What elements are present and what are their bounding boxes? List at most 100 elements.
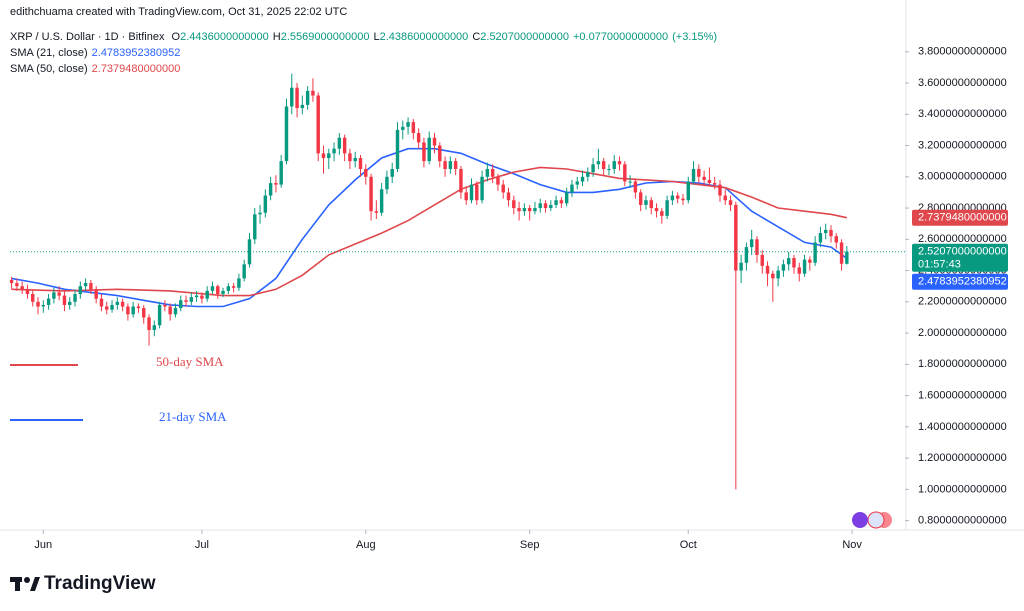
x-tick-label: Jun xyxy=(34,539,52,551)
candle-body xyxy=(258,212,262,215)
sma-row: SMA (21, close) 2.4783952380952 xyxy=(10,47,184,59)
candle-body xyxy=(771,273,775,279)
candle-body xyxy=(586,172,590,177)
candle-body xyxy=(765,265,770,274)
logo-icon xyxy=(10,577,40,591)
candle-body xyxy=(52,292,56,299)
candles xyxy=(9,73,849,490)
candle-body xyxy=(845,251,849,264)
symbol: XRP / U.S. Dollar · 1D · Bitfinex xyxy=(10,31,165,43)
candle-body xyxy=(147,317,151,330)
candle-body xyxy=(316,95,320,154)
candle-body xyxy=(126,306,130,315)
candle-body xyxy=(311,90,315,96)
candle-body xyxy=(221,290,225,295)
candle-body xyxy=(189,297,194,302)
candle-body xyxy=(459,168,463,193)
candle-body xyxy=(268,183,273,196)
y-tick-label: 2.0000000000000 xyxy=(918,327,1007,339)
candle-body xyxy=(369,176,373,212)
candle-body xyxy=(226,286,231,291)
candle-body xyxy=(406,122,410,127)
candle-body xyxy=(120,301,125,307)
sma-row: SMA (50, close) 2.7379480000000 xyxy=(10,63,184,75)
sma-name: SMA (21, close) xyxy=(10,47,88,59)
candle-body xyxy=(231,286,236,288)
candle-body xyxy=(712,183,717,185)
y-tick-label: 3.4000000000000 xyxy=(918,108,1007,120)
sma-tag-label: 2.7379480000000 xyxy=(918,212,1007,224)
candle-body xyxy=(564,192,569,204)
candle-body xyxy=(110,304,114,310)
candle-body xyxy=(675,195,680,199)
candle-body xyxy=(638,192,643,205)
candle-body xyxy=(337,137,342,149)
candle-body xyxy=(839,242,844,264)
candle-body xyxy=(184,300,188,302)
candle-body xyxy=(570,184,574,193)
candle-body xyxy=(247,239,252,265)
candle-body xyxy=(20,286,24,290)
ohlc-legend: XRP / U.S. Dollar · 1D · Bitfinex O2.443… xyxy=(10,31,721,43)
candle-body xyxy=(332,148,336,154)
candle-body xyxy=(734,204,738,271)
candle-body xyxy=(723,195,727,201)
ohlc-value: 2.4386000000000 xyxy=(379,31,469,43)
y-tick-label: 1.8000000000000 xyxy=(918,358,1007,370)
candle-body xyxy=(348,153,352,162)
candle-body xyxy=(480,176,484,201)
sma-legend: SMA (21, close) 2.4783952380952 SMA (50, c… xyxy=(10,47,184,79)
ohlc-key: O xyxy=(171,31,181,43)
candle-body xyxy=(813,242,817,263)
candle-body xyxy=(633,181,638,193)
x-tick-label: Sep xyxy=(520,539,540,551)
candle-body xyxy=(649,200,653,209)
candle-body xyxy=(274,183,278,185)
candle-body xyxy=(364,168,368,177)
candle-body xyxy=(538,203,542,209)
candle-body xyxy=(25,289,30,295)
candle-body xyxy=(385,176,389,190)
price-tag-label: 2.5207000000000 xyxy=(918,246,1007,258)
candle-body xyxy=(353,158,357,162)
candle-body xyxy=(443,161,447,169)
badge xyxy=(852,511,892,529)
candle-body xyxy=(823,229,828,234)
candle-body xyxy=(57,292,61,296)
candle-body xyxy=(702,176,706,180)
candle-body xyxy=(295,87,299,109)
candle-body xyxy=(68,301,72,305)
candle-body xyxy=(517,208,521,212)
x-tick-label: Jul xyxy=(195,539,209,551)
candle-body xyxy=(485,168,490,177)
candle-body xyxy=(808,259,812,263)
candle-body xyxy=(464,192,468,201)
candle-body xyxy=(755,239,759,255)
candle-body xyxy=(496,176,500,185)
candle-body xyxy=(94,289,98,299)
x-tick-label: Oct xyxy=(680,539,697,551)
candle-body xyxy=(131,306,135,315)
candle-body xyxy=(89,283,93,290)
candle-body xyxy=(432,137,437,146)
candle-body xyxy=(237,278,241,288)
candle-body xyxy=(533,208,537,212)
candle-body xyxy=(760,254,764,266)
candle-body xyxy=(305,90,310,105)
candle-body xyxy=(83,283,88,287)
candle-body xyxy=(300,104,305,109)
y-tick-label: 3.6000000000000 xyxy=(918,77,1007,89)
sma-name: SMA (50, close) xyxy=(10,63,88,75)
candle-body xyxy=(216,286,220,295)
candle-body xyxy=(596,161,601,165)
candle-body xyxy=(163,304,167,307)
candle-body xyxy=(591,164,595,173)
ohlc-value: 2.5207000000000 xyxy=(480,31,569,43)
y-tick-label: 3.8000000000000 xyxy=(918,46,1007,58)
candle-body xyxy=(818,233,823,243)
candle-body xyxy=(628,181,632,183)
candle-body xyxy=(744,247,749,263)
x-tick-label: Aug xyxy=(356,539,376,551)
